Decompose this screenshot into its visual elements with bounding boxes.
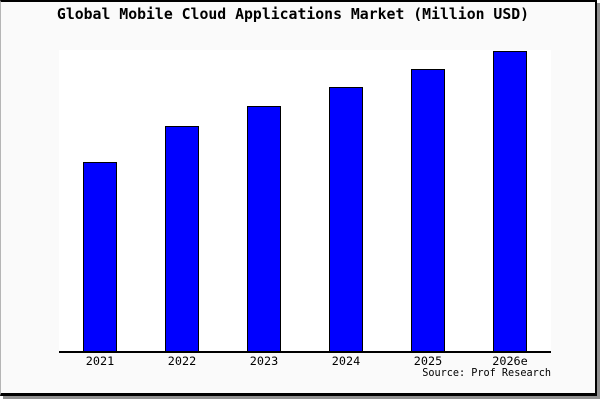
bar-2024 xyxy=(329,86,363,351)
bar-slot xyxy=(469,50,551,351)
plot-area xyxy=(59,50,551,351)
x-tick-label: 2026e xyxy=(492,354,528,368)
x-tick-label: 2022 xyxy=(167,354,197,368)
bar-2022 xyxy=(165,125,199,351)
x-axis-tick-labels: 2021 2022 2023 2024 2025 2026e xyxy=(59,354,551,368)
x-axis-line xyxy=(59,351,551,353)
chart-title: Global Mobile Cloud Applications Market … xyxy=(56,6,530,23)
bar-2026e xyxy=(493,50,527,351)
x-tick-label: 2025 xyxy=(413,354,443,368)
bar-slot xyxy=(59,161,141,351)
bar-slot xyxy=(387,68,469,351)
bar-slot xyxy=(141,125,223,351)
bar-slot xyxy=(305,86,387,351)
x-tick-label: 2023 xyxy=(249,354,279,368)
x-tick-label: 2021 xyxy=(85,354,115,368)
bar-2021 xyxy=(83,161,117,351)
bar-slot xyxy=(223,106,305,351)
x-tick-label: 2024 xyxy=(331,354,361,368)
bar-2023 xyxy=(247,106,281,351)
source-credit: Source: Prof Research xyxy=(422,368,551,379)
bar-series xyxy=(59,50,551,351)
bar-2025 xyxy=(411,68,445,351)
